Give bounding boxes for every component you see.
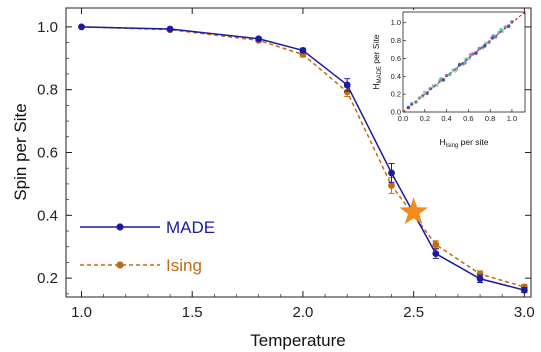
- x-tick-label: 1.0: [71, 304, 92, 321]
- inset-x-tick-label: 0.6: [463, 114, 473, 123]
- legend-ising-label: Ising: [166, 256, 202, 275]
- inset-y-tick-label: 0.2: [391, 90, 401, 99]
- data-point-made: [388, 169, 395, 177]
- star-marker: [399, 197, 428, 225]
- data-point-made: [166, 25, 174, 33]
- y-tick-label: 1.0: [37, 19, 58, 36]
- inset-scatter-point: [464, 57, 468, 62]
- x-tick-label: 2.0: [292, 304, 313, 321]
- inset-scatter-point: [463, 61, 467, 65]
- data-point-made: [255, 35, 263, 43]
- inset-scatter-point: [510, 20, 514, 24]
- inset-scatter-point: [457, 62, 462, 67]
- inset-background: [400, 10, 524, 122]
- data-point-ising: [432, 241, 440, 248]
- legend: MADE Ising: [80, 218, 215, 275]
- inset-identity-line: [402, 11, 526, 113]
- inset-y-tick-label: 0.4: [391, 72, 401, 81]
- y-tick-label: 0.6: [37, 145, 58, 162]
- inset-y-tick-label: 0.6: [391, 54, 401, 63]
- legend-made-marker: [116, 223, 124, 231]
- data-point-ising: [476, 270, 484, 278]
- data-point-ising: [388, 182, 395, 189]
- inset-x-tick-label: 0.4: [441, 114, 451, 123]
- inset-scatter-point: [444, 73, 449, 78]
- inset-scatter-point: [499, 28, 503, 32]
- data-point-made: [78, 23, 85, 31]
- inset-scatter-point: [474, 51, 478, 55]
- inset-scatter-point: [487, 40, 491, 45]
- x-tick-label: 3.0: [514, 304, 535, 321]
- data-point-made: [432, 250, 440, 258]
- inset-scatter-point: [417, 95, 422, 100]
- inset-scatter-point: [409, 102, 414, 106]
- inset-scatter-point: [497, 30, 501, 35]
- inset-x-tick-label: 1.0: [507, 114, 517, 123]
- data-point-made: [520, 286, 528, 294]
- y-tick-label: 0.4: [37, 207, 58, 224]
- inset-scatter-point: [491, 34, 496, 38]
- y-tick-label: 0.8: [37, 82, 58, 99]
- y-axis-title: Spin per Site: [11, 103, 30, 200]
- inset-y-tick-label: 0.8: [391, 36, 401, 45]
- inset-scatter-point: [467, 56, 472, 61]
- inset-y-tick-label: 0.0: [391, 108, 401, 117]
- data-point-ising: [343, 88, 351, 96]
- data-point-made: [343, 81, 351, 89]
- data-point-made: [476, 275, 484, 283]
- inset-scatter-point: [468, 53, 473, 57]
- data-point-made: [299, 47, 307, 54]
- inset-x-axis-title: HIsing per site: [439, 137, 488, 149]
- inset-scatter-point: [414, 100, 418, 104]
- inset-plot-frame: [402, 11, 526, 113]
- inset-y-axis-title: HMADE per Site: [371, 34, 383, 89]
- legend-ising-marker: [116, 261, 124, 269]
- inset-y-tick-label: 1.0: [391, 18, 401, 27]
- x-tick-label: 1.5: [182, 304, 203, 321]
- inset-scatter-point: [477, 46, 482, 51]
- inset-scatter-point: [506, 24, 511, 29]
- inset-scatter-point: [434, 83, 439, 88]
- inset-scatter-point: [431, 84, 436, 88]
- inset-scatter-point: [428, 86, 433, 91]
- legend-made-label: MADE: [166, 218, 215, 237]
- x-axis-title: Temperature: [250, 331, 345, 350]
- y-tick-label: 0.2: [37, 270, 58, 287]
- inset-x-tick-label: 0.0: [398, 114, 408, 123]
- inset-scatter-point: [448, 72, 452, 77]
- inset-scatter-point: [422, 90, 427, 95]
- inset-scatter-point: [482, 44, 487, 48]
- inset-x-tick-label: 0.8: [485, 114, 495, 123]
- inset-x-tick-label: 0.2: [420, 114, 430, 123]
- x-tick-label: 2.5: [403, 304, 424, 321]
- inset-scatter-point: [503, 25, 508, 29]
